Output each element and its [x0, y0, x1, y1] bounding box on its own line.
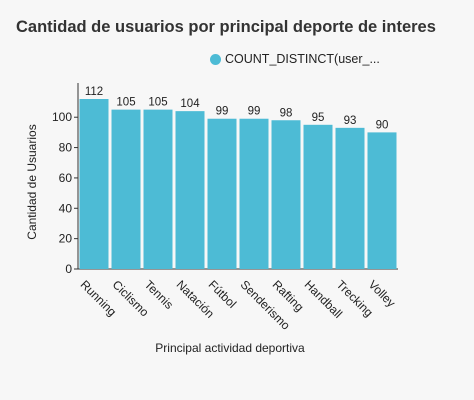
bar-trecking[interactable] — [335, 127, 365, 269]
chart-title: Cantidad de usuarios por principal depor… — [16, 18, 436, 36]
x-axis-label: Principal actividad deportiva — [155, 341, 305, 355]
data-label: 99 — [248, 106, 261, 118]
y-tick-label: 0 — [65, 262, 72, 276]
bar-running[interactable] — [79, 99, 109, 269]
data-label: 105 — [116, 97, 135, 109]
data-label: 93 — [344, 115, 357, 127]
data-label: 98 — [280, 107, 293, 119]
y-tick-label: 80 — [59, 141, 73, 155]
y-tick-label: 60 — [59, 171, 73, 185]
bar-volley[interactable] — [367, 132, 397, 269]
data-label: 112 — [85, 86, 103, 98]
bar-fútbol[interactable] — [207, 118, 237, 269]
y-axis-label: Cantidad de Usuarios — [25, 124, 39, 240]
legend-label: COUNT_DISTINCT(user_... — [225, 52, 380, 66]
data-label: 104 — [180, 98, 200, 110]
legend[interactable]: COUNT_DISTINCT(user_... — [210, 52, 380, 66]
bar-natación[interactable] — [175, 111, 205, 270]
y-tick-label: 20 — [59, 232, 73, 246]
data-label: 105 — [148, 97, 167, 109]
bar-handball[interactable] — [303, 124, 333, 269]
bar-tennis[interactable] — [143, 109, 173, 269]
legend-swatch — [210, 53, 221, 65]
data-labels: 112 105 105 104 99 99 98 95 93 90 — [85, 86, 389, 131]
x-tick-labels: RunningCiclismoTennisNataciónFútbolSende… — [78, 277, 399, 332]
y-tick-labels: 0 20 40 60 80 100 — [52, 110, 78, 276]
y-tick-label: 100 — [52, 110, 72, 124]
y-tick-label: 40 — [59, 201, 73, 215]
data-label: 90 — [376, 119, 389, 131]
data-label: 99 — [216, 106, 229, 118]
bar-rafting[interactable] — [271, 120, 301, 269]
bars — [79, 99, 397, 270]
data-label: 95 — [312, 112, 325, 124]
bar-senderismo[interactable] — [239, 118, 269, 269]
bar-ciclismo[interactable] — [111, 109, 141, 269]
